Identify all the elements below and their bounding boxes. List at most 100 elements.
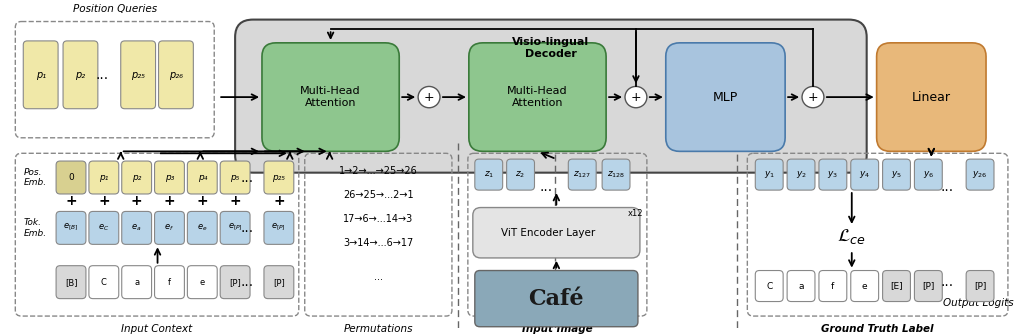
Text: [P]: [P] [974, 282, 986, 291]
FancyBboxPatch shape [89, 266, 119, 299]
Text: Linear: Linear [911, 91, 951, 103]
Text: ...: ... [941, 180, 953, 194]
FancyBboxPatch shape [56, 211, 86, 244]
Text: [P]: [P] [229, 278, 241, 287]
Text: C: C [101, 278, 106, 287]
FancyBboxPatch shape [121, 41, 156, 109]
Text: +: + [631, 91, 641, 103]
Text: +: + [98, 194, 110, 208]
Text: p₄: p₄ [198, 173, 207, 182]
Text: p₂₅: p₂₅ [272, 173, 286, 182]
Text: a: a [134, 278, 139, 287]
Text: Position Queries: Position Queries [73, 4, 157, 14]
FancyBboxPatch shape [877, 43, 986, 151]
FancyBboxPatch shape [787, 159, 815, 190]
Text: $y_{26}$: $y_{26}$ [973, 169, 988, 180]
Text: $y_2$: $y_2$ [796, 169, 807, 180]
FancyBboxPatch shape [122, 211, 152, 244]
FancyBboxPatch shape [966, 270, 994, 301]
Text: ViT Encoder Layer: ViT Encoder Layer [502, 228, 596, 238]
Text: +: + [66, 194, 77, 208]
Text: e: e [200, 278, 205, 287]
FancyBboxPatch shape [155, 266, 184, 299]
Text: [B]: [B] [65, 278, 77, 287]
Text: +: + [197, 194, 208, 208]
FancyBboxPatch shape [220, 211, 250, 244]
Text: +: + [229, 194, 241, 208]
FancyBboxPatch shape [24, 41, 58, 109]
FancyBboxPatch shape [819, 159, 847, 190]
Text: $e_C$: $e_C$ [98, 223, 110, 233]
FancyBboxPatch shape [236, 19, 866, 173]
Text: $\mathcal{L}_{ce}$: $\mathcal{L}_{ce}$ [838, 227, 866, 246]
Text: $z_{127}$: $z_{127}$ [573, 169, 592, 180]
Text: ...: ... [241, 221, 254, 235]
Text: ...: ... [941, 275, 953, 289]
Text: Multi-Head
Attention: Multi-Head Attention [300, 86, 360, 108]
Text: $z_{128}$: $z_{128}$ [607, 169, 626, 180]
FancyBboxPatch shape [851, 270, 879, 301]
FancyBboxPatch shape [159, 41, 194, 109]
Text: p₃: p₃ [165, 173, 174, 182]
FancyBboxPatch shape [787, 270, 815, 301]
FancyBboxPatch shape [914, 270, 942, 301]
Text: p₁: p₁ [36, 70, 46, 80]
Text: $e_{[P]}$: $e_{[P]}$ [227, 222, 243, 234]
Text: $y_6$: $y_6$ [923, 169, 934, 180]
Text: Input Context: Input Context [122, 324, 193, 334]
FancyBboxPatch shape [883, 270, 910, 301]
Text: $e_e$: $e_e$ [197, 223, 208, 233]
Text: ...: ... [374, 272, 383, 282]
FancyBboxPatch shape [819, 270, 847, 301]
FancyBboxPatch shape [220, 161, 250, 194]
FancyBboxPatch shape [914, 159, 942, 190]
Text: p₁: p₁ [99, 173, 109, 182]
Text: [E]: [E] [890, 282, 903, 291]
FancyBboxPatch shape [56, 161, 86, 194]
Text: $e_f$: $e_f$ [165, 223, 174, 233]
Text: 17→6→...14→3: 17→6→...14→3 [343, 214, 414, 224]
FancyBboxPatch shape [507, 159, 535, 190]
Text: Café: Café [528, 288, 584, 310]
Text: p₂₅: p₂₅ [131, 70, 145, 80]
FancyBboxPatch shape [756, 159, 783, 190]
Text: Pos.
Emb.: Pos. Emb. [24, 168, 46, 187]
Text: 26→25→...2→1: 26→25→...2→1 [343, 190, 414, 200]
Text: 3→14→...6→17: 3→14→...6→17 [343, 239, 414, 248]
FancyBboxPatch shape [475, 270, 638, 327]
Text: $y_5$: $y_5$ [891, 169, 902, 180]
FancyBboxPatch shape [187, 266, 217, 299]
Text: [P]: [P] [923, 282, 935, 291]
Text: f: f [831, 282, 835, 291]
FancyBboxPatch shape [262, 43, 399, 151]
FancyBboxPatch shape [602, 159, 630, 190]
FancyBboxPatch shape [851, 159, 879, 190]
FancyBboxPatch shape [63, 41, 98, 109]
Text: +: + [424, 91, 434, 103]
Text: [P]: [P] [273, 278, 285, 287]
Text: $e_a$: $e_a$ [131, 223, 142, 233]
FancyBboxPatch shape [89, 161, 119, 194]
Text: 0: 0 [69, 173, 74, 182]
Text: $y_4$: $y_4$ [859, 169, 870, 180]
Text: C: C [766, 282, 772, 291]
Text: $z_1$: $z_1$ [483, 169, 494, 180]
FancyBboxPatch shape [469, 43, 606, 151]
Text: p₂: p₂ [76, 70, 86, 80]
FancyBboxPatch shape [122, 266, 152, 299]
Text: Permutations: Permutations [344, 324, 413, 334]
FancyBboxPatch shape [122, 161, 152, 194]
Text: p₅: p₅ [230, 173, 240, 182]
Text: $e_{[P]}$: $e_{[P]}$ [271, 222, 287, 234]
Text: $z_2$: $z_2$ [515, 169, 525, 180]
Text: ...: ... [540, 180, 553, 194]
FancyBboxPatch shape [187, 161, 217, 194]
Circle shape [625, 86, 647, 108]
Text: +: + [808, 91, 818, 103]
Text: $e_{[B]}$: $e_{[B]}$ [63, 222, 79, 234]
Text: Multi-Head
Attention: Multi-Head Attention [507, 86, 567, 108]
FancyBboxPatch shape [187, 211, 217, 244]
Text: 1→2→...→25→26: 1→2→...→25→26 [339, 166, 418, 176]
Text: ...: ... [241, 170, 254, 184]
Text: +: + [273, 194, 285, 208]
